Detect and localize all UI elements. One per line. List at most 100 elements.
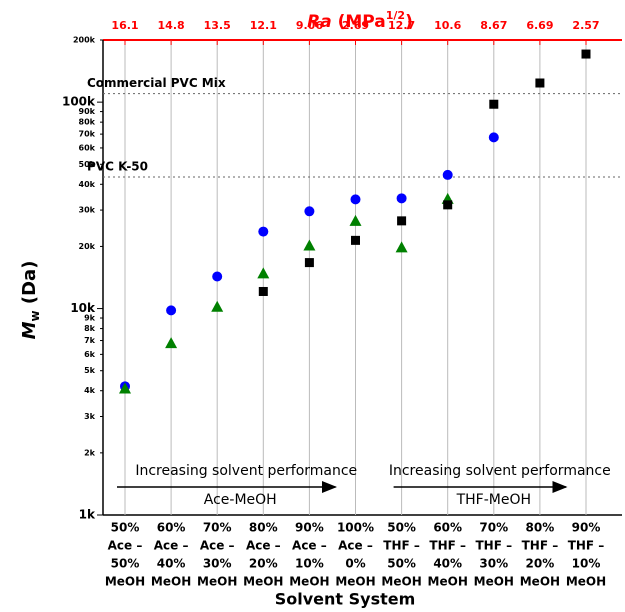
y-tick-label: 70k bbox=[79, 130, 96, 139]
point bbox=[351, 235, 360, 245]
annotation-group: THF-MeOH bbox=[456, 492, 531, 508]
y-tick-label: 90k bbox=[79, 107, 96, 116]
x-tick-label: THF – bbox=[475, 539, 512, 553]
y-tick-label: 200k bbox=[73, 36, 96, 45]
y-axis-title: Mw (Da) bbox=[19, 261, 45, 340]
x2-symbol: Ra bbox=[307, 12, 332, 32]
x-tick-label: Ace – bbox=[338, 539, 373, 553]
point bbox=[349, 214, 362, 226]
x-tick-label: THF – bbox=[568, 539, 605, 553]
point bbox=[304, 206, 315, 217]
y-tick-label: 100k bbox=[62, 95, 96, 109]
point bbox=[165, 337, 178, 349]
y-tick-label: 9k bbox=[84, 314, 96, 323]
x-tick-label: 80% bbox=[526, 521, 555, 535]
x-tick-label: 50% bbox=[387, 557, 416, 571]
y-tick-label: 40k bbox=[79, 180, 96, 189]
y-tick-label: 3k bbox=[84, 412, 96, 421]
x-tick-label: THF – bbox=[429, 539, 466, 553]
point bbox=[489, 99, 499, 109]
x2-tick-label: 6.69 bbox=[526, 19, 553, 32]
x-tick-label: 40% bbox=[157, 557, 186, 571]
point bbox=[395, 241, 408, 253]
x-tick-label: MeOH bbox=[197, 575, 237, 589]
x-tick-label: 30% bbox=[203, 557, 232, 571]
x2-exponent: 1/2 bbox=[386, 9, 405, 22]
x-tick-label: 60% bbox=[433, 521, 462, 535]
point bbox=[303, 239, 316, 251]
point bbox=[443, 200, 453, 210]
x-tick-label: MeOH bbox=[289, 575, 329, 589]
x-tick-label: 0% bbox=[345, 557, 365, 571]
point bbox=[397, 216, 407, 226]
point bbox=[119, 382, 131, 394]
x2-tick-label: 14.8 bbox=[158, 19, 185, 32]
point bbox=[166, 305, 177, 316]
x2-tick-label: 13.5 bbox=[204, 19, 231, 32]
x-tick-label: MeOH bbox=[474, 575, 514, 589]
x2-tick-label: 10.6 bbox=[434, 19, 461, 32]
x2-close: ) bbox=[405, 12, 413, 32]
point bbox=[396, 193, 407, 204]
point bbox=[488, 132, 499, 143]
annotation: Increasing solvent performance bbox=[135, 463, 357, 479]
x-tick-label: MeOH bbox=[381, 575, 421, 589]
y-tick-label: 50k bbox=[79, 160, 96, 169]
y-tick-label: 4k bbox=[84, 386, 96, 395]
x2-tick-label: 8.67 bbox=[480, 19, 507, 32]
x-tick-label: 40% bbox=[433, 557, 462, 571]
y-tick-label: 20k bbox=[79, 242, 96, 251]
x-tick-label: 50% bbox=[111, 557, 140, 571]
x-tick-label: 50% bbox=[111, 521, 140, 535]
x-tick-label: Ace – bbox=[246, 539, 281, 553]
x2-tick-label: 2.57 bbox=[572, 19, 599, 32]
x2-tick-label: 2.69 bbox=[342, 19, 369, 32]
y-tick-label: 80k bbox=[79, 118, 96, 127]
y-tick-label: 6k bbox=[84, 350, 96, 359]
x-tick-label: MeOH bbox=[151, 575, 191, 589]
y-tick-label: 2k bbox=[84, 448, 96, 457]
x-tick-label: MeOH bbox=[520, 575, 560, 589]
point bbox=[350, 194, 361, 205]
x-tick-label: 70% bbox=[479, 521, 508, 535]
x-tick-label: MeOH bbox=[243, 575, 283, 589]
y-tick-label: 30k bbox=[79, 206, 96, 215]
y-tick-label: 60k bbox=[79, 143, 96, 152]
y-tick-label: 10k bbox=[70, 301, 96, 315]
y-tick-label: 1k bbox=[79, 508, 96, 522]
x-tick-label: 20% bbox=[249, 557, 278, 571]
x2-tick-label: 12.1 bbox=[250, 19, 277, 32]
x-tick-label: Ace – bbox=[108, 539, 143, 553]
x-tick-label: Ace – bbox=[200, 539, 235, 553]
point bbox=[535, 78, 545, 88]
y-symbol: M bbox=[19, 321, 40, 339]
y-tick-label: 8k bbox=[84, 324, 96, 333]
point bbox=[212, 271, 223, 282]
point bbox=[304, 258, 314, 268]
point bbox=[257, 267, 270, 279]
x-tick-label: Ace – bbox=[154, 539, 189, 553]
x2-unit: (MPa bbox=[338, 12, 386, 32]
x-tick-label: 10% bbox=[572, 557, 601, 571]
x-tick-label: MeOH bbox=[428, 575, 468, 589]
point bbox=[258, 226, 269, 237]
x-tick-label: 60% bbox=[157, 521, 186, 535]
x-tick-label: 90% bbox=[295, 521, 324, 535]
x-axis-title: Solvent System bbox=[275, 590, 416, 609]
point bbox=[211, 300, 224, 312]
x2-axis-title: Ra (MPa1/2) bbox=[307, 9, 413, 32]
x-tick-label: Ace – bbox=[292, 539, 327, 553]
y-tick-label: 7k bbox=[84, 336, 96, 345]
x-tick-label: 100% bbox=[337, 521, 374, 535]
x-tick-label: MeOH bbox=[566, 575, 606, 589]
x-tick-label: 10% bbox=[295, 557, 324, 571]
x-tick-label: MeOH bbox=[105, 575, 145, 589]
x-tick-label: 80% bbox=[249, 521, 278, 535]
x-tick-label: 30% bbox=[479, 557, 508, 571]
point bbox=[258, 286, 268, 296]
annotation: Increasing solvent performance bbox=[389, 463, 611, 479]
x-tick-label: 20% bbox=[526, 557, 555, 571]
annotation-group: Ace-MeOH bbox=[204, 492, 277, 508]
y-unit: (Da) bbox=[19, 261, 40, 305]
